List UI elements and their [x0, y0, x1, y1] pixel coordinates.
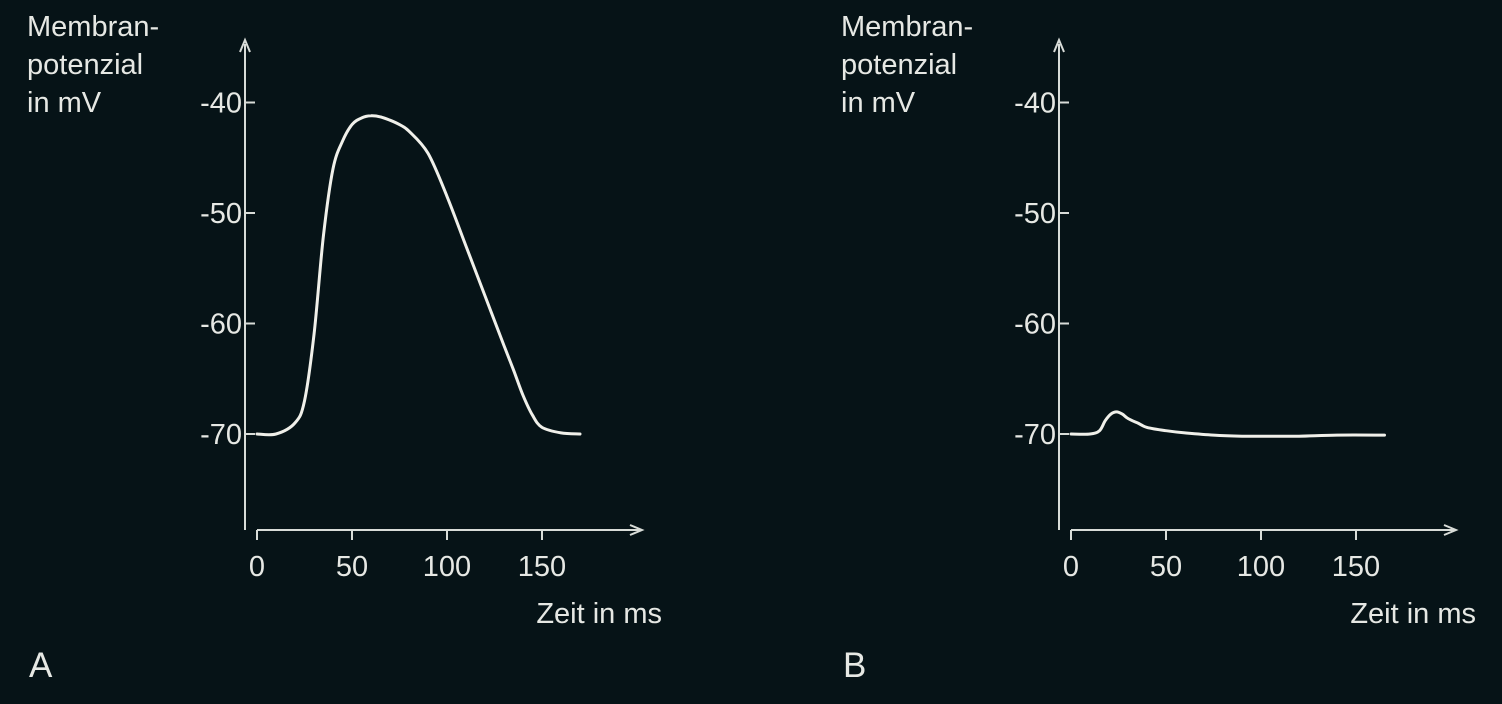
- y-axis-arrow: [1053, 37, 1065, 53]
- y-axis-label-line: potenzial: [27, 49, 143, 81]
- x-axis-label: Zeit in ms: [536, 598, 662, 630]
- y-axis-label-line: Membran-: [27, 11, 159, 43]
- y-axis-label-line: in mV: [27, 87, 102, 119]
- y-tick-label: -60: [1014, 309, 1056, 341]
- y-tick-label: -70: [200, 419, 242, 451]
- x-axis-arrow: [629, 524, 645, 536]
- y-axis-label-line: potenzial: [841, 49, 957, 81]
- x-tick-label: 0: [1063, 551, 1079, 583]
- y-tick-label: -40: [200, 88, 242, 120]
- x-axis-label: Zeit in ms: [1350, 598, 1476, 630]
- series-line: [255, 114, 582, 437]
- y-axis-arrow: [239, 37, 251, 53]
- x-tick-label: 150: [518, 551, 566, 583]
- x-tick-label: 0: [249, 551, 265, 583]
- y-tick-label: -50: [1014, 198, 1056, 230]
- x-axis-arrow: [1443, 524, 1459, 536]
- x-tick-label: 50: [336, 551, 368, 583]
- panel-label: B: [843, 646, 866, 685]
- y-tick-label: -70: [1014, 419, 1056, 451]
- chart-panel-a: -40 -50 -60 -70 0 50 100 150 Membran-potenzial in…: [27, 11, 662, 685]
- x-tick-label: 50: [1150, 551, 1182, 583]
- x-tick-label: 100: [1237, 551, 1285, 583]
- y-tick-label: -50: [200, 198, 242, 230]
- y-tick-label: -40: [1014, 88, 1056, 120]
- panel-label: A: [29, 646, 53, 685]
- y-axis-label-line: Membran-: [841, 11, 973, 43]
- chart-panel-b: -40 -50 -60 -70 0 50 100 150 Membran-potenzial in…: [841, 11, 1476, 685]
- x-tick-label: 150: [1332, 551, 1380, 583]
- x-tick-label: 100: [423, 551, 471, 583]
- y-tick-label: -60: [200, 309, 242, 341]
- y-axis-label-line: in mV: [841, 87, 916, 119]
- series-line: [1069, 410, 1386, 438]
